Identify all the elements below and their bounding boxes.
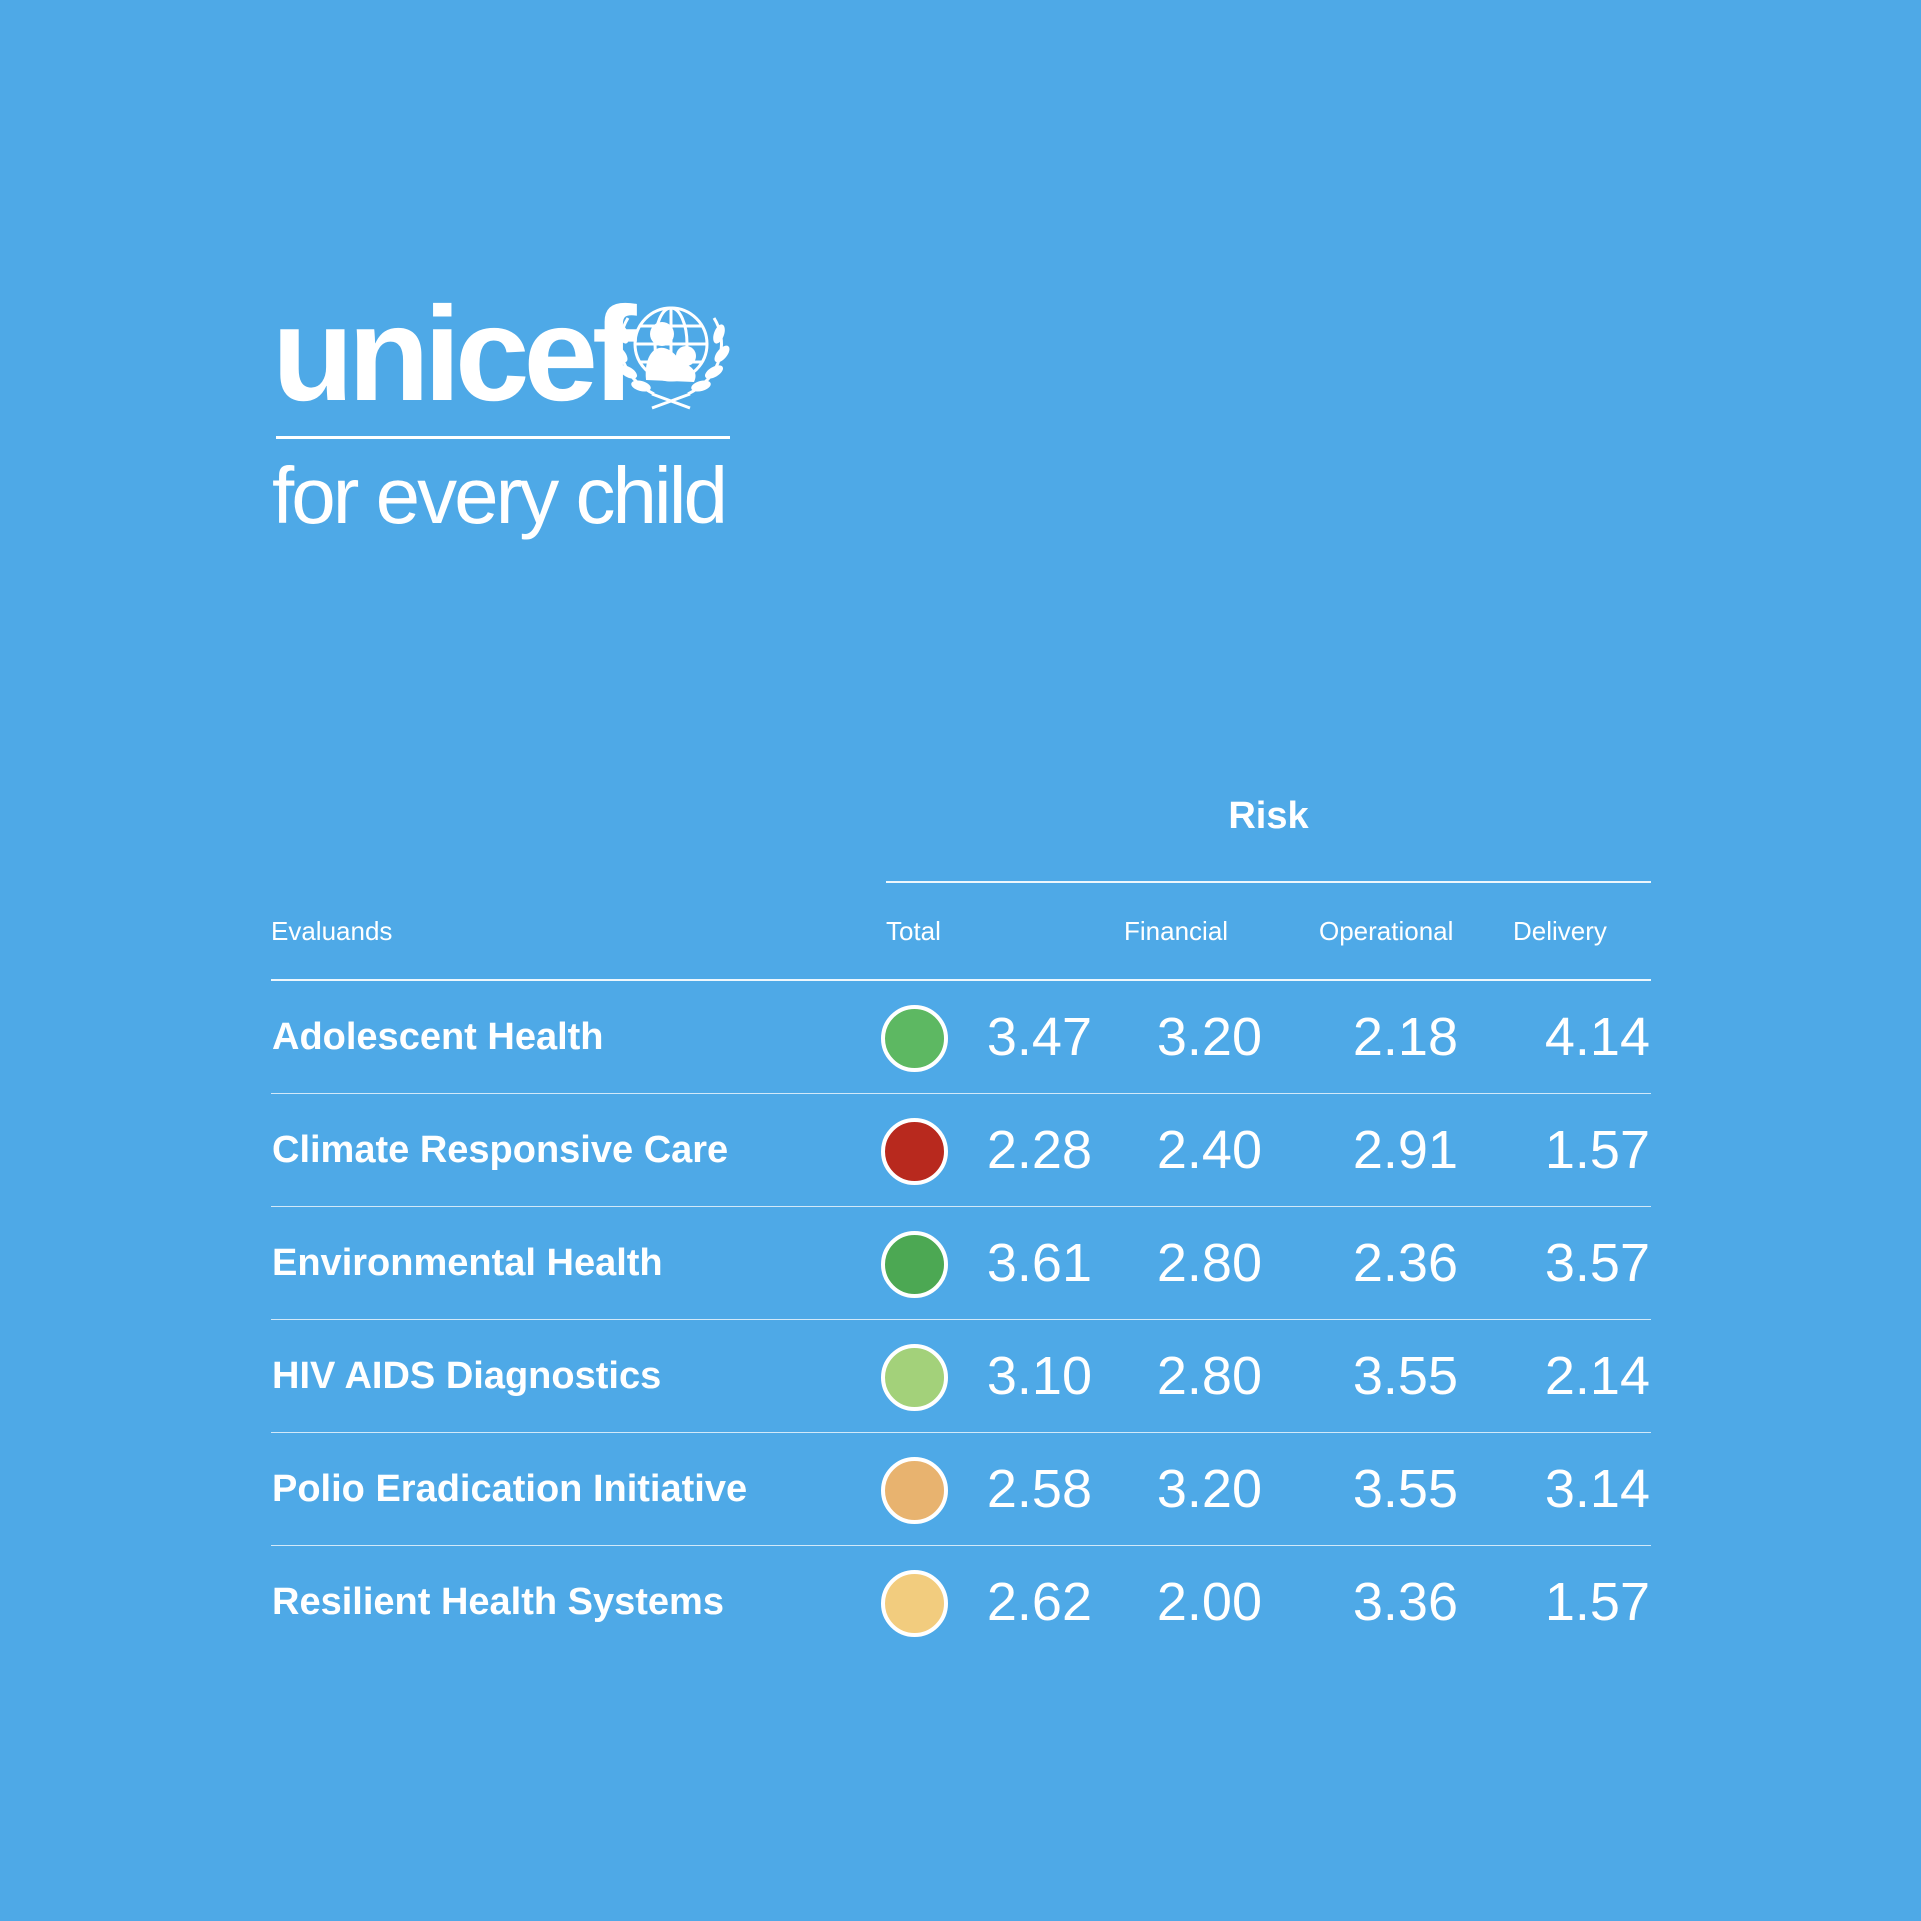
header-rule xyxy=(271,979,1651,981)
table-row: Climate Responsive Care 2.28 2.40 2.91 1.57 xyxy=(0,1094,1921,1207)
risk-group-header: Risk xyxy=(1228,795,1309,837)
risk-status-dot xyxy=(881,1570,948,1637)
logo-divider xyxy=(276,436,730,439)
total-risk-value: 2.58 xyxy=(986,1459,1092,1519)
financial-risk-value: 2.80 xyxy=(1156,1233,1262,1293)
table-row: Resilient Health Systems 2.62 2.00 3.36 1.57 xyxy=(0,1546,1921,1659)
table-row: Environmental Health 3.61 2.80 2.36 3.57 xyxy=(0,1207,1921,1320)
column-header-total: Total xyxy=(886,916,941,946)
delivery-risk-value: 3.14 xyxy=(1544,1459,1650,1519)
row-divider xyxy=(271,1545,1651,1546)
financial-risk-value: 2.00 xyxy=(1156,1572,1262,1632)
column-header-operational: Operational xyxy=(1319,916,1454,946)
operational-risk-value: 3.55 xyxy=(1352,1459,1458,1519)
financial-risk-value: 3.20 xyxy=(1156,1459,1262,1519)
evaluand-name: Polio Eradication Initiative xyxy=(272,1468,748,1510)
operational-risk-value: 3.36 xyxy=(1352,1572,1458,1632)
delivery-risk-value: 1.57 xyxy=(1544,1572,1650,1632)
financial-risk-value: 2.40 xyxy=(1156,1120,1262,1180)
delivery-risk-value: 1.57 xyxy=(1544,1120,1650,1180)
evaluand-name: Climate Responsive Care xyxy=(272,1129,729,1171)
risk-status-dot xyxy=(881,1231,948,1298)
unicef-emblem-icon xyxy=(612,306,730,410)
total-risk-value: 3.10 xyxy=(986,1346,1092,1406)
financial-risk-value: 2.80 xyxy=(1156,1346,1262,1406)
total-risk-value: 2.62 xyxy=(986,1572,1092,1632)
risk-status-dot xyxy=(881,1118,948,1185)
delivery-risk-value: 3.57 xyxy=(1544,1233,1650,1293)
risk-status-dot xyxy=(881,1344,948,1411)
operational-risk-value: 2.18 xyxy=(1352,1007,1458,1067)
tagline: for every child xyxy=(272,451,728,540)
financial-risk-value: 3.20 xyxy=(1156,1007,1262,1067)
risk-group-rule xyxy=(886,881,1651,883)
evaluand-name: Resilient Health Systems xyxy=(272,1581,724,1623)
risk-status-dot xyxy=(881,1457,948,1524)
row-divider xyxy=(271,1319,1651,1320)
operational-risk-value: 2.91 xyxy=(1352,1120,1458,1180)
row-divider xyxy=(271,1432,1651,1433)
total-risk-value: 3.47 xyxy=(986,1007,1092,1067)
column-header-delivery: Delivery xyxy=(1513,916,1607,946)
risk-status-dot xyxy=(881,1005,948,1072)
row-divider xyxy=(271,1206,1651,1207)
operational-risk-value: 2.36 xyxy=(1352,1233,1458,1293)
total-risk-value: 3.61 xyxy=(986,1233,1092,1293)
unicef-wordmark: unicef xyxy=(272,280,637,429)
table-row: Polio Eradication Initiative 2.58 3.20 3.55… xyxy=(0,1433,1921,1546)
evaluand-name: HIV AIDS Diagnostics xyxy=(272,1355,662,1397)
delivery-risk-value: 2.14 xyxy=(1544,1346,1650,1406)
table-row: HIV AIDS Diagnostics 3.10 2.80 3.55 2.14 xyxy=(0,1320,1921,1433)
unicef-logo: unicef for every child xyxy=(272,288,742,548)
column-header-financial: Financial xyxy=(1124,916,1229,946)
table-row: Adolescent Health 3.47 3.20 2.18 4.14 xyxy=(0,981,1921,1094)
evaluand-name: Adolescent Health xyxy=(272,1016,604,1058)
total-risk-value: 2.28 xyxy=(986,1120,1092,1180)
row-divider xyxy=(271,1093,1651,1094)
column-header-evaluands: Evaluands xyxy=(271,916,393,946)
operational-risk-value: 3.55 xyxy=(1352,1346,1458,1406)
evaluand-name: Environmental Health xyxy=(272,1242,663,1284)
delivery-risk-value: 4.14 xyxy=(1544,1007,1650,1067)
